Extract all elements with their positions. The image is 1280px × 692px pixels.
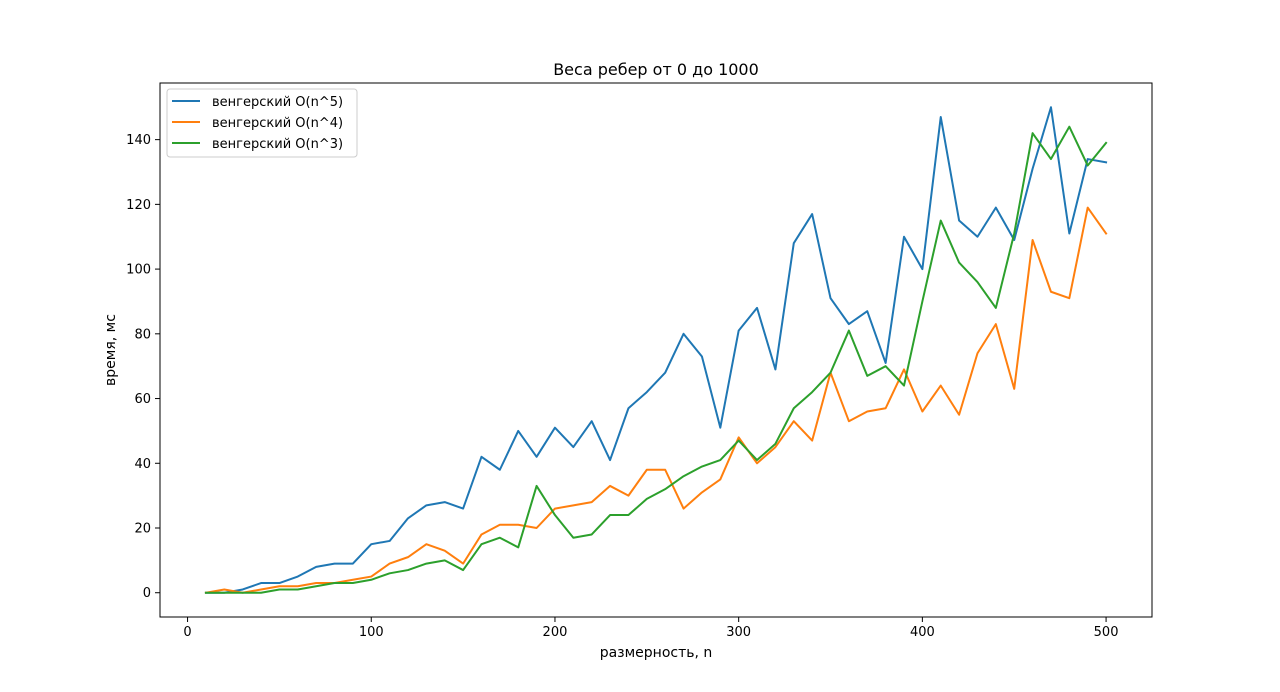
y-tick-label: 120: [126, 198, 151, 213]
y-tick-label: 100: [126, 263, 151, 278]
series-line-2: [204, 206, 1108, 594]
y-axis: 0 20 40 60 80 100 120 140: [126, 133, 160, 601]
x-tick-label: 400: [910, 625, 935, 640]
y-axis-label: время, мс: [103, 314, 119, 386]
chart-title: Веса ребер от 0 до 1000: [553, 60, 759, 79]
series-line-3: [204, 125, 1108, 594]
x-tick-label: 300: [726, 625, 751, 640]
plot-area-frame: [159, 82, 1153, 618]
y-tick-label: 80: [134, 327, 151, 342]
y-tick-label: 20: [134, 522, 151, 537]
y-tick-label: 60: [134, 392, 151, 407]
legend-box: [166, 88, 358, 158]
x-tick-label: 200: [543, 625, 568, 640]
x-axis: 0 100 200 300 400 500: [183, 617, 1118, 640]
x-axis-label: размерность, n: [600, 645, 713, 661]
plot-lines: [204, 106, 1108, 594]
legend-label: венгерский O(n^3): [212, 137, 343, 152]
series-line-1: [204, 106, 1108, 594]
y-tick-label: 40: [134, 457, 151, 472]
y-tick-label: 0: [143, 586, 151, 601]
legend: венгерский O(n^5) венгерский O(n^4) венгер…: [166, 88, 358, 158]
x-tick-label: 0: [183, 625, 191, 640]
legend-label: венгерский O(n^5): [212, 95, 343, 110]
x-tick-label: 100: [359, 625, 384, 640]
legend-label: венгерский O(n^4): [212, 116, 343, 131]
x-tick-label: 500: [1094, 625, 1119, 640]
y-tick-label: 140: [126, 133, 151, 148]
